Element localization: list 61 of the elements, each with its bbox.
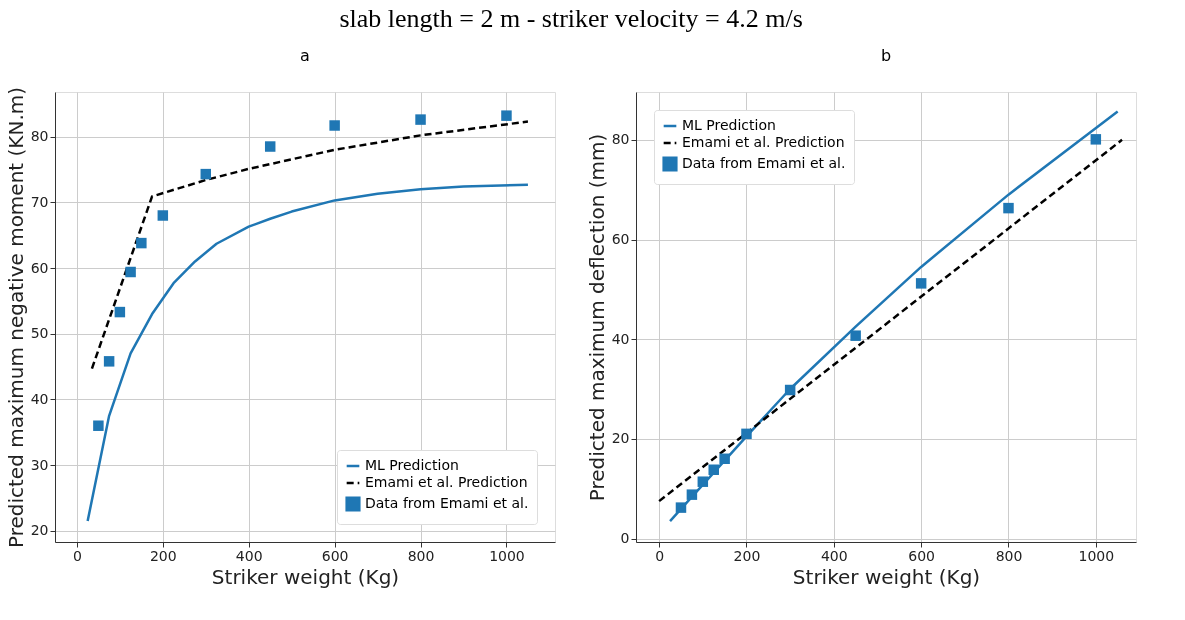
y-tick-label: 70 [30, 193, 49, 210]
x-tick-label: 600 [908, 547, 936, 564]
x-tick-label: 400 [235, 547, 263, 564]
legend-label: Emami et al. Prediction [682, 134, 845, 150]
y-tick-label: 20 [611, 430, 630, 447]
y-axis-title: Predicted maximum deflection (mm) [584, 133, 609, 502]
y-tick-label: 80 [30, 128, 49, 145]
x-tick-label: 1000 [489, 547, 525, 564]
y-tick-label: 50 [30, 325, 49, 342]
y-axis-title: Predicted maximum negative moment (KN.m) [3, 86, 28, 549]
y-tick-label: 40 [611, 330, 630, 347]
point [136, 237, 147, 249]
y-tick-label: 60 [30, 259, 49, 276]
point [93, 420, 104, 431]
x-tick-label: 600 [321, 547, 349, 564]
legend-label: ML Prediction [365, 457, 459, 473]
x-tick-label: 400 [820, 547, 848, 564]
point [264, 141, 276, 152]
chart-title: slab length = 2 m - striker velocity = 4.2 m/s [339, 3, 803, 33]
legend-label: Data from Emami et al. [682, 155, 846, 171]
text: b [880, 46, 892, 65]
legend-label: Data from Emami et al. [365, 495, 529, 511]
y-tick-label: 0 [620, 530, 630, 547]
text: a [300, 46, 310, 65]
y-tick-label: 20 [30, 522, 49, 539]
x-tick-label: 0 [72, 547, 82, 564]
point [1003, 202, 1014, 214]
point [415, 114, 426, 125]
x-axis-title: Striker weight (Kg) [211, 564, 400, 589]
x-axis-title: Striker weight (Kg) [792, 564, 981, 589]
point [675, 502, 687, 513]
point [719, 453, 730, 465]
point [200, 168, 212, 180]
point [915, 278, 927, 289]
line-series [90, 120, 530, 370]
x-tick-label: 1000 [1078, 547, 1115, 564]
x-tick-label: 800 [995, 547, 1023, 564]
point [125, 266, 136, 278]
y-tick-label: 80 [611, 131, 630, 148]
point [501, 110, 512, 121]
legend-label: ML Prediction [682, 117, 776, 133]
x-tick-label: 0 [655, 547, 665, 564]
x-tick-label: 200 [733, 547, 761, 564]
legend-label: Emami et al. Prediction [365, 474, 528, 490]
point [114, 306, 126, 318]
y-tick-label: 60 [611, 231, 630, 248]
point [686, 489, 698, 500]
point [103, 356, 115, 367]
x-tick-label: 800 [407, 547, 435, 564]
y-tick-label: 40 [30, 390, 49, 407]
point [784, 384, 796, 396]
point [697, 476, 709, 487]
point [157, 210, 169, 221]
x-tick-label: 200 [149, 547, 177, 564]
point [708, 464, 719, 475]
point [1090, 134, 1102, 145]
point [329, 120, 340, 131]
y-tick-label: 30 [30, 456, 49, 473]
line-series [86, 183, 530, 523]
point [850, 330, 861, 341]
point [741, 428, 752, 440]
